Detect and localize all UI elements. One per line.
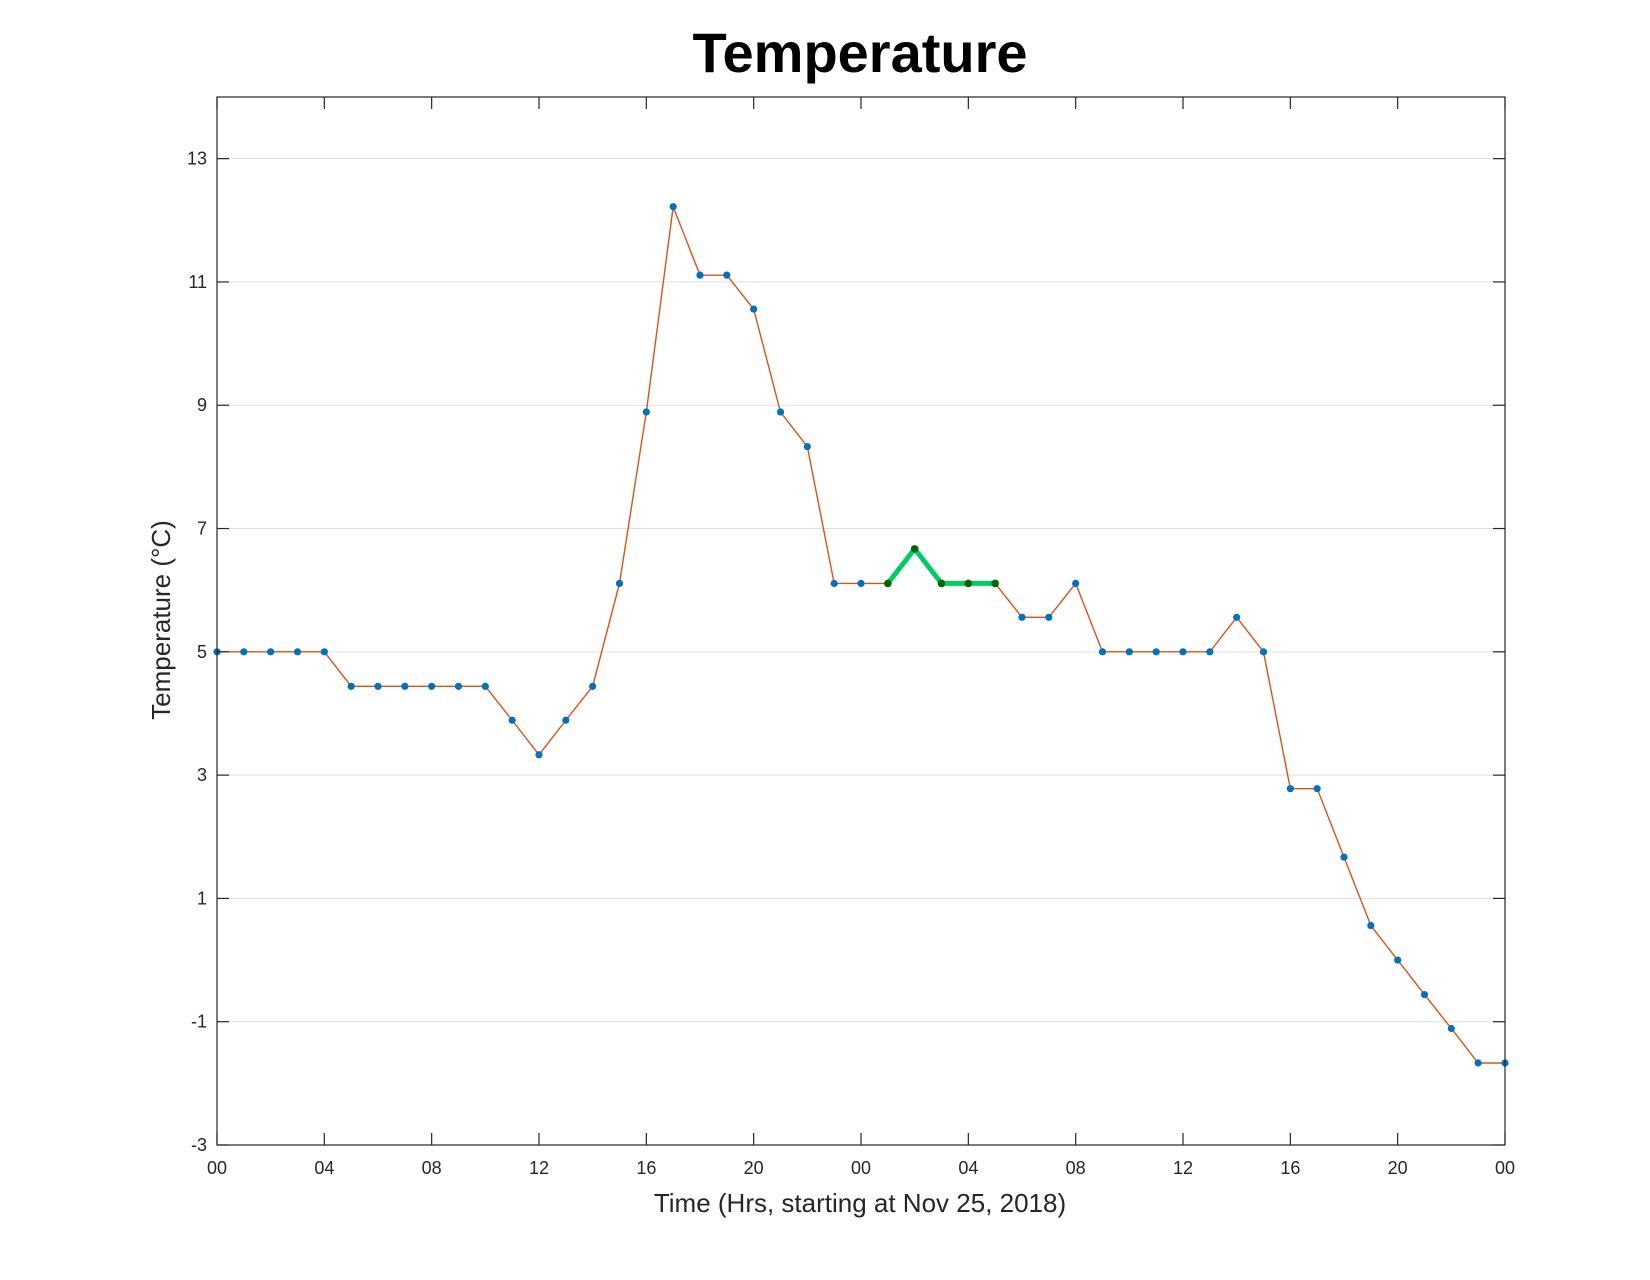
- x-tick-label: 08: [1066, 1158, 1086, 1178]
- data-point-highlight: [884, 579, 892, 588]
- data-point: [669, 203, 677, 211]
- data-point: [1179, 648, 1187, 656]
- data-point: [830, 579, 838, 587]
- series-line-highlight: [885, 546, 996, 586]
- data-point: [481, 682, 489, 690]
- data-point: [428, 682, 436, 690]
- data-point: [1233, 613, 1241, 621]
- y-tick-label: 1: [197, 888, 207, 908]
- x-tick-label: 20: [744, 1158, 764, 1178]
- data-point: [293, 648, 302, 656]
- data-point: [1018, 613, 1026, 621]
- data-point-highlight: [991, 579, 999, 588]
- data-point: [1072, 579, 1080, 587]
- x-tick-label: 00: [207, 1158, 227, 1178]
- y-tick-label: 3: [197, 765, 207, 785]
- y-tick-label: 9: [197, 395, 207, 415]
- y-tick-label: 11: [188, 272, 207, 292]
- data-point: [1340, 853, 1348, 861]
- data-point: [1206, 648, 1214, 656]
- x-tick-label: 12: [529, 1158, 549, 1178]
- data-point: [401, 682, 409, 690]
- data-point: [723, 271, 731, 279]
- data-point: [1420, 990, 1429, 999]
- series-layer: [213, 203, 1509, 1067]
- y-tick-label: -1: [191, 1012, 207, 1032]
- data-point: [347, 682, 355, 690]
- x-tick-label: 00: [851, 1158, 871, 1178]
- data-point: [508, 716, 516, 724]
- data-point: [240, 648, 248, 656]
- x-tick-label: 12: [1173, 1158, 1193, 1178]
- x-axis-label: Time (Hrs, starting at Nov 25, 2018): [654, 1188, 1066, 1218]
- data-point: [1259, 648, 1268, 656]
- data-point-highlight: [910, 545, 919, 553]
- x-tick-label: 04: [958, 1158, 978, 1178]
- y-axis-label: Temperature (°C): [146, 520, 176, 720]
- x-tick-label: 08: [422, 1158, 442, 1178]
- data-point: [454, 682, 463, 690]
- x-tick-label: 16: [1280, 1158, 1300, 1178]
- series-line-main: [217, 206, 1505, 1064]
- data-point: [750, 305, 758, 313]
- data-point: [562, 716, 570, 724]
- plot-area-frame: [216, 96, 1506, 1146]
- data-point: [642, 408, 650, 416]
- y-tick-label: 7: [197, 519, 207, 539]
- x-tick-label: 20: [1388, 1158, 1408, 1178]
- data-point-highlight: [964, 579, 973, 588]
- data-point: [1286, 785, 1294, 793]
- x-tick-label: 00: [1495, 1158, 1515, 1178]
- data-point: [615, 579, 624, 587]
- x-tick-label: 16: [636, 1158, 656, 1178]
- data-point: [1474, 1059, 1482, 1067]
- data-point: [696, 271, 704, 279]
- data-point: [857, 579, 865, 587]
- x-tick-label: 04: [314, 1158, 334, 1178]
- grid-lines: [217, 158, 1505, 1023]
- data-point: [320, 648, 328, 656]
- data-point: [535, 751, 543, 759]
- data-point: [1367, 921, 1375, 930]
- data-point: [1447, 1024, 1455, 1033]
- data-point: [267, 648, 275, 656]
- data-point: [1045, 613, 1053, 621]
- data-point-highlight: [937, 579, 946, 588]
- data-point: [589, 682, 597, 690]
- data-point: [776, 408, 785, 416]
- data-point: [374, 682, 382, 690]
- data-point: [1394, 956, 1402, 964]
- data-point: [1313, 785, 1321, 793]
- data-point: [803, 442, 811, 451]
- chart-title: Temperature: [692, 21, 1027, 84]
- data-point: [1125, 648, 1133, 656]
- data-point: [1152, 648, 1160, 656]
- y-tick-label: 5: [197, 642, 207, 662]
- y-tick-label: -3: [191, 1135, 207, 1155]
- data-point: [1098, 648, 1107, 656]
- y-tick-label: 13: [187, 149, 207, 169]
